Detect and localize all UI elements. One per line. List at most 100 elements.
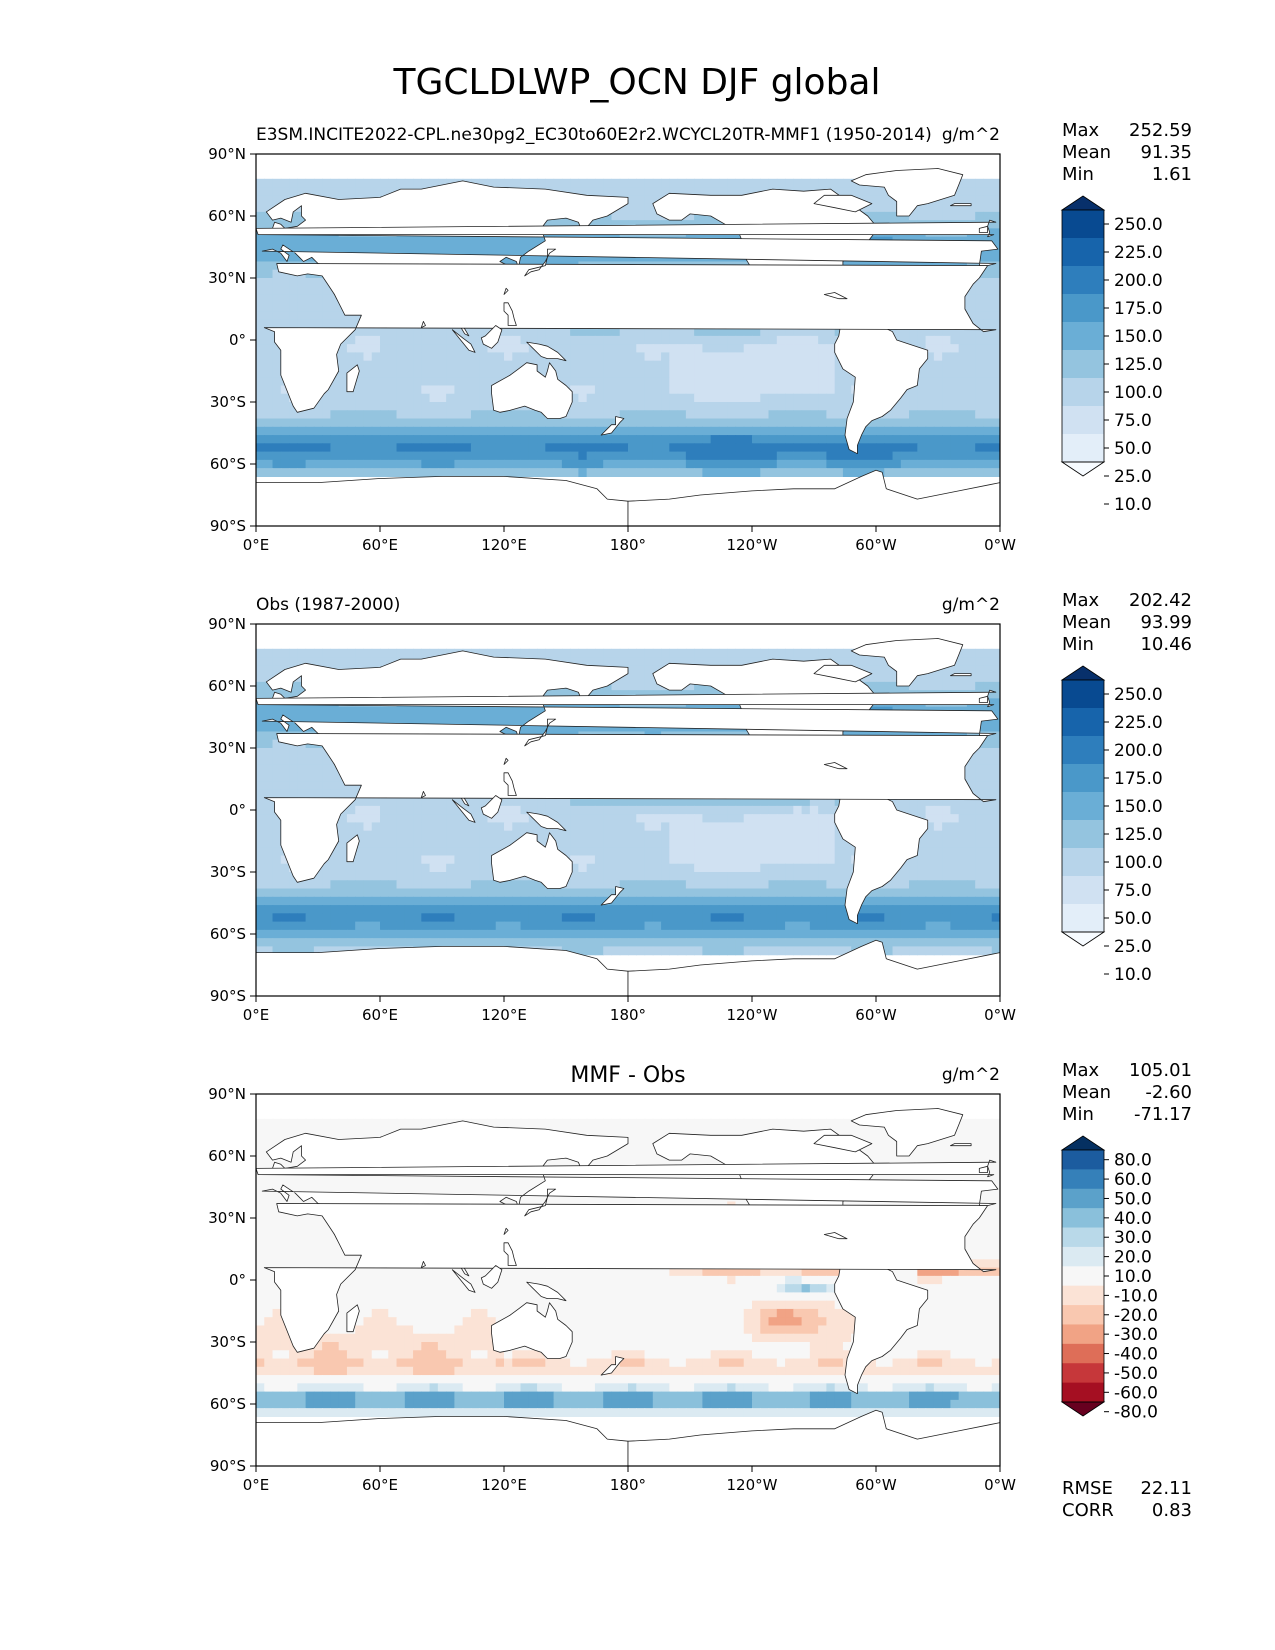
coastline <box>823 1232 848 1240</box>
y-tick-label: 90°N <box>208 615 246 633</box>
x-tick-label: 0°W <box>984 1476 1016 1494</box>
coastline <box>480 1265 503 1289</box>
stat-value: 93.99 <box>1140 612 1192 633</box>
colorbar-segment <box>1062 680 1104 709</box>
coastline <box>526 341 567 362</box>
colorbar-tick-label: 10.0 <box>1114 495 1152 515</box>
colorbar-segment <box>1062 848 1104 877</box>
x-tick-label: 120°W <box>727 1476 778 1494</box>
map-field <box>256 638 1000 996</box>
colorbar-segment <box>1062 764 1104 793</box>
stat-label: Max <box>1062 590 1100 611</box>
y-tick-label: 60°N <box>208 1147 246 1165</box>
stat-label: Max <box>1062 120 1100 141</box>
panel-obs: 0°E 60°E 120°E 180° 120°W 60°W 0°W 90°N 60°N 30°N… <box>208 590 1192 1024</box>
colorbar-segment <box>1062 1188 1104 1209</box>
coastline <box>480 795 503 819</box>
y-tick-label: 60°S <box>210 455 246 473</box>
coastline <box>346 364 360 393</box>
coastline <box>346 1304 360 1333</box>
coastline <box>503 287 509 295</box>
coastline <box>950 673 972 677</box>
colorbar-extend-top <box>1060 195 1106 211</box>
stat-value: -71.17 <box>1134 1104 1192 1125</box>
panel-model: 0°E 60°E 120°E 180° 120°W 60°W 0°W 90°N 60°N 30°N… <box>208 120 1192 554</box>
colorbar: 80.060.050.040.030.020.010.0-10.0-20.0-3… <box>1060 1135 1158 1423</box>
coastline <box>813 194 873 213</box>
coastline <box>503 1242 517 1266</box>
coastline <box>503 1227 509 1235</box>
stat-value: 22.11 <box>1140 1478 1192 1499</box>
x-tick-label: 60°E <box>362 536 398 554</box>
coastline <box>503 772 517 796</box>
colorbar-segment <box>1062 1343 1104 1364</box>
coastline <box>420 1261 426 1268</box>
axes: 0°E 60°E 120°E 180° 120°W 60°W 0°W 90°N 60°N 30°N… <box>208 615 1016 1024</box>
colorbar-tick-label: 75.0 <box>1114 411 1152 431</box>
coastline <box>263 733 997 883</box>
coastline <box>823 762 848 770</box>
colorbar-segment <box>1062 708 1104 737</box>
coastline <box>600 1356 625 1376</box>
x-tick-label: 120°E <box>481 1006 527 1024</box>
colorbar-tick-label: 25.0 <box>1114 937 1152 957</box>
y-tick-label: 60°S <box>210 1395 246 1413</box>
y-tick-label: 30°N <box>208 739 246 757</box>
coastline <box>950 203 972 207</box>
y-tick-label: 30°S <box>210 393 246 411</box>
land-mask <box>256 1108 1000 1466</box>
colorbar-tick-label: -10.0 <box>1114 1286 1158 1306</box>
coastline <box>256 219 997 238</box>
y-tick-label: 90°S <box>210 517 246 535</box>
coastline <box>503 302 517 326</box>
y-tick-label: 60°S <box>210 925 246 943</box>
colorbar-tick-label: -20.0 <box>1114 1306 1158 1326</box>
colorbar-tick-label: 175.0 <box>1114 299 1163 319</box>
panel-center-title: MMF - Obs <box>570 1063 685 1088</box>
coastline <box>813 1134 873 1153</box>
land-mask <box>256 168 1000 526</box>
colorbar-tick-label: -50.0 <box>1114 1364 1158 1384</box>
x-tick-label: 0°E <box>243 1006 270 1024</box>
coastline <box>256 1159 997 1178</box>
coastline <box>524 718 557 747</box>
coastline <box>451 329 476 353</box>
colorbar-extend-top <box>1060 665 1106 681</box>
colorbar-tick-label: 125.0 <box>1114 355 1163 375</box>
colorbar-segment <box>1062 1305 1104 1325</box>
colorbar-segment <box>1062 1324 1104 1345</box>
coastline <box>526 1281 567 1302</box>
stat-value: 105.01 <box>1129 1060 1192 1081</box>
colorbar-segment <box>1062 266 1104 295</box>
colorbar-tick-label: 250.0 <box>1114 215 1163 235</box>
stat-value: 202.42 <box>1129 590 1192 611</box>
colorbar-tick-label: 100.0 <box>1114 383 1163 403</box>
coastline <box>834 1254 929 1395</box>
coastline <box>524 248 557 277</box>
colorbar-tick-label: 150.0 <box>1114 327 1163 347</box>
coastline <box>627 469 1000 526</box>
stat-label: CORR <box>1062 1500 1114 1521</box>
stat-value: 0.83 <box>1152 1500 1192 1521</box>
x-tick-label: 120°W <box>727 536 778 554</box>
y-tick-label: 30°S <box>210 863 246 881</box>
coastline <box>256 476 629 526</box>
coastline <box>950 1143 972 1147</box>
stat-label: Mean <box>1062 142 1111 163</box>
panel-difference: 0°E 60°E 120°E 180° 120°W 60°W 0°W 90°N 60°N 30°N… <box>208 1060 1192 1521</box>
colorbar-segment <box>1062 1285 1104 1306</box>
panel-left-title: Obs (1987-2000) <box>256 595 400 615</box>
stat-label: Min <box>1062 164 1094 185</box>
stat-label: Mean <box>1062 612 1111 633</box>
y-tick-label: 90°N <box>208 1085 246 1103</box>
stat-value: 10.46 <box>1140 634 1192 655</box>
coastline <box>600 886 625 906</box>
coastline <box>850 1108 964 1157</box>
stat-label: Min <box>1062 634 1094 655</box>
x-tick-label: 60°W <box>855 536 897 554</box>
x-tick-label: 180° <box>610 1476 646 1494</box>
coastline <box>263 263 997 413</box>
colorbar-segment <box>1062 792 1104 821</box>
coastline <box>256 1416 629 1466</box>
colorbar-tick-label: 10.0 <box>1114 1267 1152 1287</box>
